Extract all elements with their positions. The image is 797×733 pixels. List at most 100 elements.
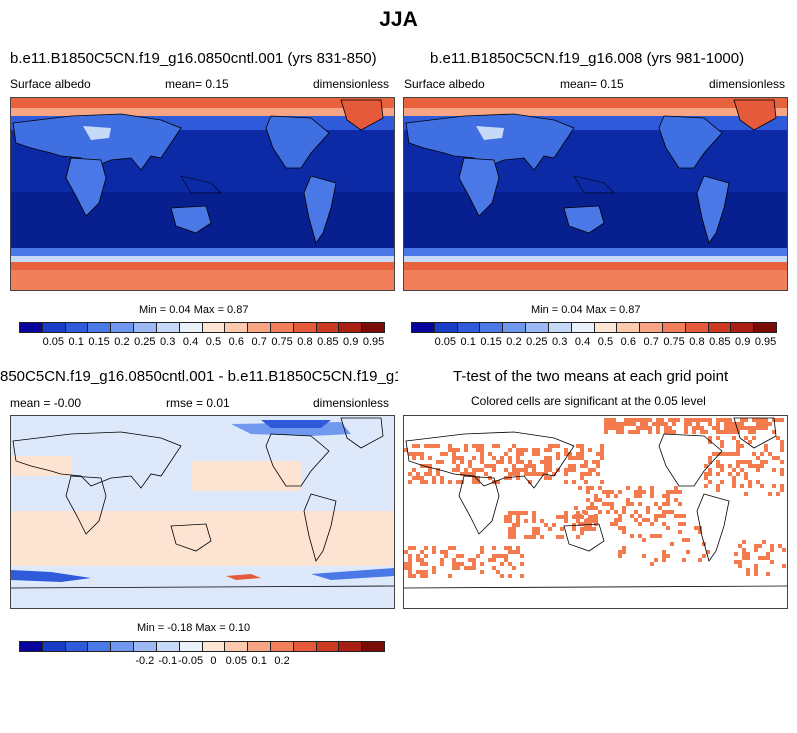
significant-cell [744,472,748,476]
significant-cell [452,460,456,464]
significant-cell [776,456,780,460]
significant-cell [508,472,512,476]
colorbar-swatch [434,323,458,332]
difference-map [10,415,395,609]
significant-cell [598,498,602,502]
significant-cell [646,506,650,510]
significant-cell [664,426,668,430]
significant-cell [612,426,616,430]
significant-cell [648,430,652,434]
significant-cell [496,480,500,484]
significant-cell [670,490,674,494]
significant-cell [556,444,560,448]
significant-cell [638,534,642,538]
significant-cell [666,554,670,558]
significant-cell [762,556,766,560]
significant-cell [580,515,584,519]
significant-cell [456,480,460,484]
significant-cell [592,527,596,531]
significant-cell [682,514,686,518]
significant-cell [770,548,774,552]
significant-cell [512,472,516,476]
significant-cell [616,426,620,430]
significant-cell [670,510,674,514]
significant-cell [772,484,776,488]
significant-cell [674,514,678,518]
significant-cell [508,515,512,519]
panel-mean-bottom-left: mean = -0.00 [10,396,82,410]
significant-cell [624,418,628,422]
significant-cell [428,468,432,472]
colorbar-swatch [42,642,66,651]
significant-cell [648,426,652,430]
colorbar-tick-label: 0.5 [205,336,222,348]
significant-cell [704,484,708,488]
colorbar-swatch [503,323,527,332]
significant-cell [708,436,712,440]
significant-cell [638,490,642,494]
significant-cell [548,448,552,452]
significant-cell [516,546,520,550]
panel-title-bottom-left: 850C5CN.f19_g16.0850cntl.001 - b.e11.B18… [0,368,398,385]
significant-cell [476,444,480,448]
significant-cell [480,546,484,550]
colorbar-swatch [339,642,363,651]
colorbar-tick-label: 0.3 [552,336,568,348]
significant-cell [420,476,424,480]
panel-units-top-right: dimensionless [709,77,786,91]
colorbar-swatch [293,323,317,332]
significant-cell [728,418,732,422]
significant-cell [654,514,658,518]
significant-cell [586,486,590,490]
significant-cell [766,552,770,556]
significant-cell [758,556,762,560]
significant-cell [780,472,784,476]
significant-cell [654,518,658,522]
significant-cell [614,494,618,498]
significant-cell [548,527,552,531]
significant-cell [654,558,658,562]
significant-cell [756,426,760,430]
significant-cell [440,476,444,480]
colorbar-difference [19,641,385,652]
significant-cell [666,526,670,530]
significant-cell [504,515,508,519]
significant-cell [608,426,612,430]
significant-cell [420,550,424,554]
significant-cell [638,522,642,526]
colorbar-swatch [156,323,180,332]
significant-cell [408,570,412,574]
significant-cell [686,550,690,554]
significant-cell [532,464,536,468]
significant-cell [600,456,604,460]
significant-cell [780,460,784,464]
significant-cell [576,519,580,523]
significant-cell [516,476,520,480]
significant-cell [492,456,496,460]
significant-cell [760,452,764,456]
colorbar-tick-label: 0.9 [735,336,751,348]
colorbar-tick-label: 0.1 [251,655,267,667]
colorbar-tick-label: 0.4 [574,336,591,348]
significant-cell [642,554,646,558]
significant-cell [672,422,676,426]
colorbar-albedo-left [19,322,385,333]
significant-cell [492,444,496,448]
significant-cell [432,444,436,448]
significant-cell [776,492,780,496]
significant-cell [756,480,760,484]
significant-cell [524,468,528,472]
colorbar-tick-label: 0.25 [526,336,548,348]
significant-cell [468,464,472,468]
significant-cell [618,550,622,554]
significant-cell [440,550,444,554]
significant-cell [620,426,624,430]
significant-cell [748,426,752,430]
significant-cell [742,556,746,560]
significant-cell [472,480,476,484]
figure-title: JJA [379,8,418,31]
significant-cell [674,498,678,502]
stats-top-left: Min = 0.04 Max = 0.87 [139,304,249,316]
significant-cell [610,502,614,506]
significant-cell [780,418,784,422]
